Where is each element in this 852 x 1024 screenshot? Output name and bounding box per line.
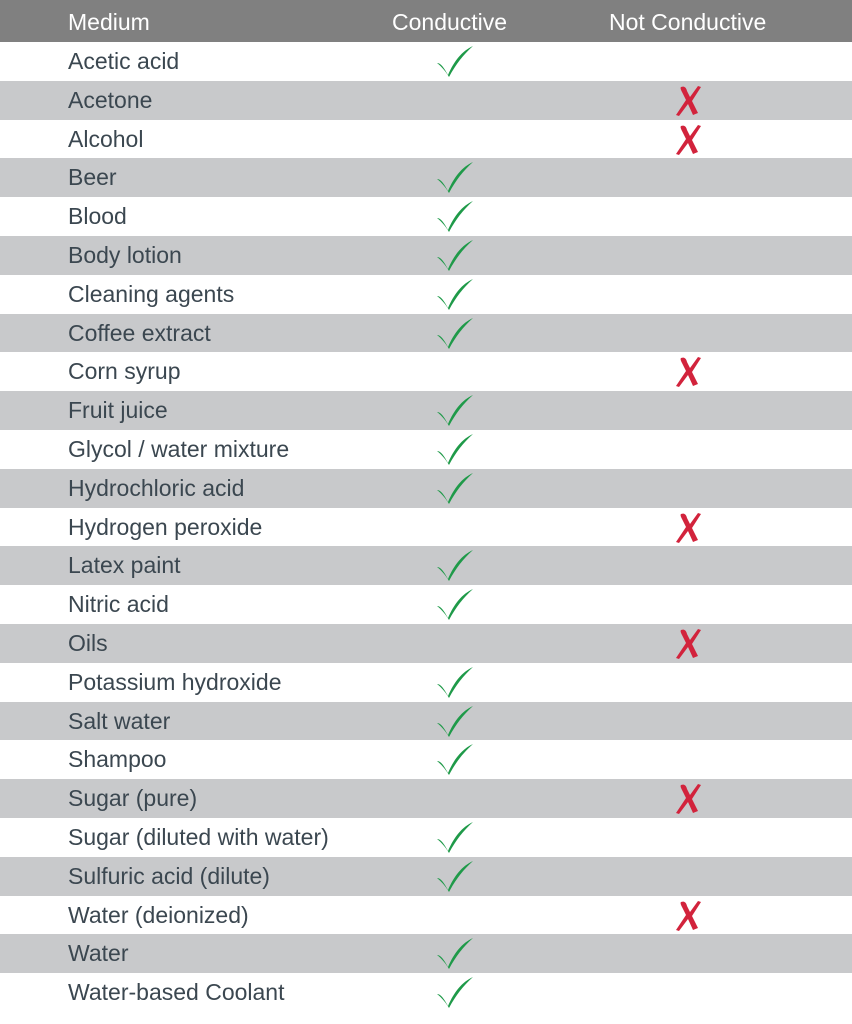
table-row: Body lotion: [0, 235, 852, 275]
medium-cell: Sugar (diluted with water): [68, 823, 329, 850]
check-icon: [430, 42, 480, 80]
medium-cell: Salt water: [68, 707, 171, 734]
check-icon: [430, 857, 480, 895]
medium-cell: Beer: [68, 164, 117, 191]
cross-icon: [666, 624, 712, 662]
table-row: Sugar (diluted with water): [0, 818, 852, 857]
check-icon: [430, 469, 480, 507]
table-row: Blood: [0, 197, 852, 236]
check-icon: [430, 430, 480, 468]
table-body: Acetic acid Acetone Alcohol Beer Blood Body l…: [0, 42, 852, 1012]
medium-cell: Acetone: [68, 86, 153, 113]
medium-cell: Potassium hydroxide: [68, 668, 282, 695]
medium-cell: Hydrochloric acid: [68, 474, 245, 501]
medium-cell: Glycol / water mixture: [68, 435, 290, 462]
check-icon: [430, 663, 480, 701]
check-icon: [430, 818, 480, 856]
header-medium: Medium: [68, 9, 150, 35]
header-not-conductive: Not Conductive: [609, 9, 767, 35]
check-icon: [430, 197, 480, 235]
medium-cell: Shampoo: [68, 746, 167, 773]
table-row: Glycol / water mixture: [0, 430, 852, 469]
check-icon: [430, 236, 480, 274]
medium-cell: Alcohol: [68, 125, 144, 152]
table-header: Medium Conductive Not Conductive: [0, 0, 852, 42]
medium-cell: Blood: [68, 203, 127, 230]
medium-cell: Sulfuric acid (dilute): [68, 862, 270, 889]
check-icon: [430, 275, 480, 313]
header-conductive: Conductive: [392, 9, 508, 35]
table-row: Corn syrup: [0, 352, 852, 391]
medium-cell: Hydrogen peroxide: [68, 513, 263, 540]
table-row: Salt water: [0, 701, 852, 741]
table-row: Shampoo: [0, 740, 852, 779]
table-row: Sulfuric acid (dilute): [0, 856, 852, 896]
table-row: Latex paint: [0, 546, 852, 586]
table-row: Water: [0, 934, 852, 974]
medium-cell: Oils: [68, 629, 108, 656]
table-row: Oils: [0, 623, 852, 663]
medium-cell: Water (deionized): [68, 901, 249, 928]
medium-cell: Water: [68, 940, 129, 967]
check-icon: [430, 702, 480, 740]
check-icon: [430, 314, 480, 352]
table-row: Acetic acid: [0, 42, 852, 81]
check-icon: [430, 546, 480, 584]
table-row: Nitric acid: [0, 585, 852, 624]
medium-cell: Sugar (pure): [68, 785, 198, 812]
table-row: Fruit juice: [0, 391, 852, 430]
check-icon: [430, 585, 480, 623]
table-row: Coffee extract: [0, 313, 852, 353]
cross-icon: [666, 896, 712, 934]
check-icon: [430, 934, 480, 972]
table-row: Beer: [0, 158, 852, 198]
cross-icon: [666, 81, 712, 119]
medium-cell: Cleaning agents: [68, 280, 235, 307]
cross-icon: [666, 120, 712, 158]
medium-cell: Corn syrup: [68, 358, 181, 385]
medium-cell: Body lotion: [68, 241, 182, 268]
medium-cell: Coffee extract: [68, 319, 211, 346]
check-icon: [430, 391, 480, 429]
table-row: Hydrogen peroxide: [0, 508, 852, 547]
check-icon: [430, 973, 480, 1011]
cross-icon: [666, 352, 712, 390]
table-row: Hydrochloric acid: [0, 468, 852, 508]
check-icon: [430, 740, 480, 778]
table-row: Potassium hydroxide: [0, 663, 852, 702]
table-row: Sugar (pure): [0, 779, 852, 818]
table-row: Acetone: [0, 80, 852, 120]
medium-cell: Latex paint: [68, 552, 181, 579]
cross-icon: [666, 779, 712, 817]
medium-cell: Water-based Coolant: [68, 979, 285, 1006]
table-row: Cleaning agents: [0, 275, 852, 314]
table-row: Water (deionized): [0, 896, 852, 935]
cross-icon: [666, 508, 712, 546]
table-row: Alcohol: [0, 120, 852, 159]
medium-cell: Acetic acid: [68, 48, 180, 74]
table-row: Water-based Coolant: [0, 973, 852, 1012]
medium-cell: Nitric acid: [68, 591, 169, 618]
check-icon: [430, 158, 480, 196]
medium-cell: Fruit juice: [68, 397, 168, 424]
